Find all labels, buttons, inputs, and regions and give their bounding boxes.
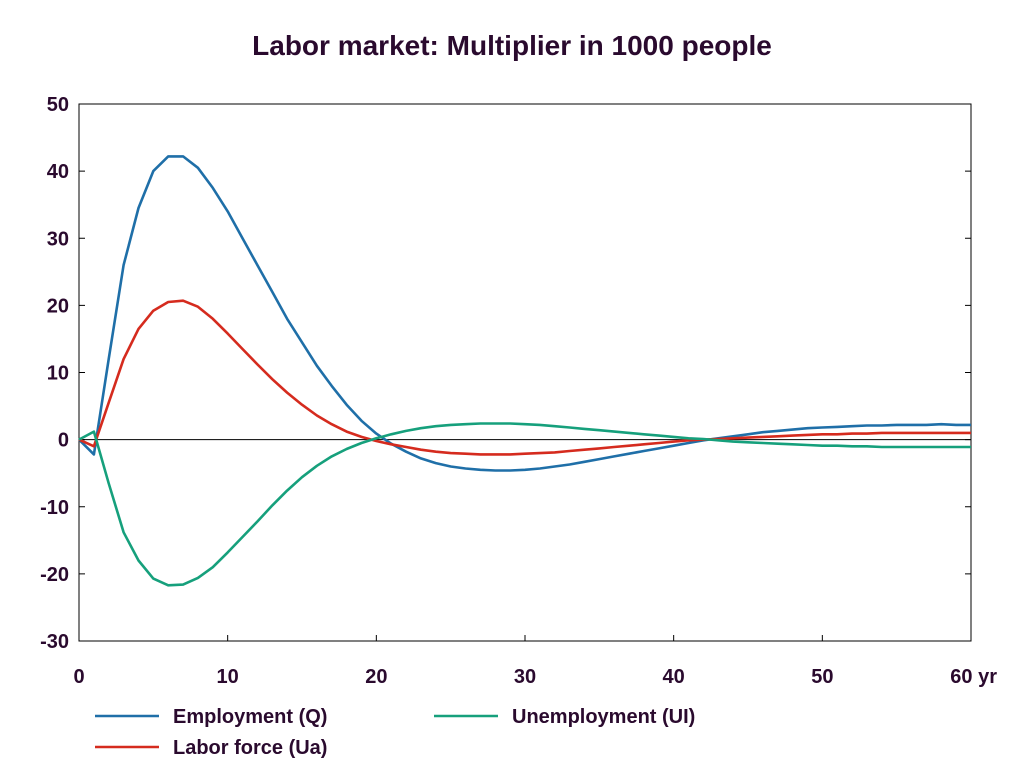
x-tick-label: 40 [663,666,685,688]
x-tick-label: 60 yr [950,666,997,688]
x-tick-label: 10 [217,666,239,688]
legend: Employment (Q) Labor force (Ua) Unemployme… [95,706,695,759]
x-tick-label: 0 [73,666,84,688]
legend-label: Employment (Q) [173,706,327,728]
plot-frame [78,103,972,642]
y-tick-label: -20 [40,564,69,586]
legend-label: Labor force (Ua) [173,737,327,759]
series-line-employment [78,155,971,472]
y-tick-label: 0 [58,430,69,452]
x-tick-label: 20 [365,666,387,688]
series-line-labor-force [78,299,971,456]
y-tick-label: 20 [47,295,69,317]
y-tick-label: -30 [40,631,69,653]
y-tick-label: 50 [47,94,69,116]
legend-item-unemployment: Unemployment (UI) [434,706,695,728]
legend-label: Unemployment (UI) [512,706,695,728]
legend-item-employment: Employment (Q) [95,706,327,728]
y-tick-label: 10 [47,363,69,385]
chart-title: Labor market: Multiplier in 1000 people [252,30,772,61]
y-tick-label: 40 [47,161,69,183]
y-tick-label: -10 [40,497,69,519]
x-tick-label: 30 [514,666,536,688]
series-line-unemployment [78,422,971,587]
legend-item-labor-force: Labor force (Ua) [95,737,327,759]
x-tick-label: 50 [811,666,833,688]
y-tick-label: 30 [47,228,69,250]
series-group [78,155,971,587]
